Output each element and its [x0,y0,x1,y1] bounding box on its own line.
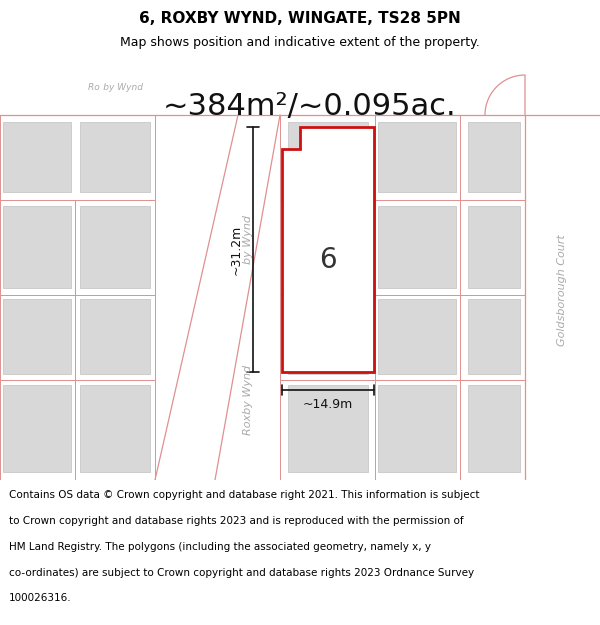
Bar [378,385,456,472]
Bar [288,122,368,192]
Polygon shape [155,115,280,480]
Bar [288,385,368,472]
Polygon shape [525,115,600,480]
Text: by Wynd: by Wynd [243,216,253,264]
Text: ~31.2m: ~31.2m [230,224,243,274]
Text: Contains OS data © Crown copyright and database right 2021. This information is : Contains OS data © Crown copyright and d… [9,490,479,500]
Bar [468,385,520,472]
Polygon shape [185,115,255,165]
Bar [288,206,368,288]
Text: ~14.9m: ~14.9m [303,398,353,411]
Bar [468,299,520,374]
Bar [3,299,71,374]
Bar [3,385,71,472]
Text: ~384m²/~0.095ac.: ~384m²/~0.095ac. [163,92,457,121]
Bar [80,299,150,374]
Bar [378,122,456,192]
Bar [80,206,150,288]
Text: co-ordinates) are subject to Crown copyright and database rights 2023 Ordnance S: co-ordinates) are subject to Crown copyr… [9,568,474,578]
Bar [378,299,456,374]
Bar [468,206,520,288]
Bar [3,206,71,288]
Text: Map shows position and indicative extent of the property.: Map shows position and indicative extent… [120,36,480,49]
Bar [288,299,368,374]
Polygon shape [282,127,374,372]
Text: Goldsborough Court: Goldsborough Court [557,234,567,346]
Bar [3,122,71,192]
Bar [378,206,456,288]
Text: 6: 6 [319,246,337,274]
Polygon shape [0,55,600,115]
Text: 6, ROXBY WYND, WINGATE, TS28 5PN: 6, ROXBY WYND, WINGATE, TS28 5PN [139,11,461,26]
Text: Ro  by Wynd: Ro by Wynd [88,82,143,91]
Text: Roxby Wynd: Roxby Wynd [243,365,253,435]
Bar [80,122,150,192]
Bar [468,122,520,192]
Text: to Crown copyright and database rights 2023 and is reproduced with the permissio: to Crown copyright and database rights 2… [9,516,464,526]
Bar [80,385,150,472]
Text: 100026316.: 100026316. [9,593,71,603]
Text: HM Land Registry. The polygons (including the associated geometry, namely x, y: HM Land Registry. The polygons (includin… [9,542,431,552]
Polygon shape [215,400,290,480]
